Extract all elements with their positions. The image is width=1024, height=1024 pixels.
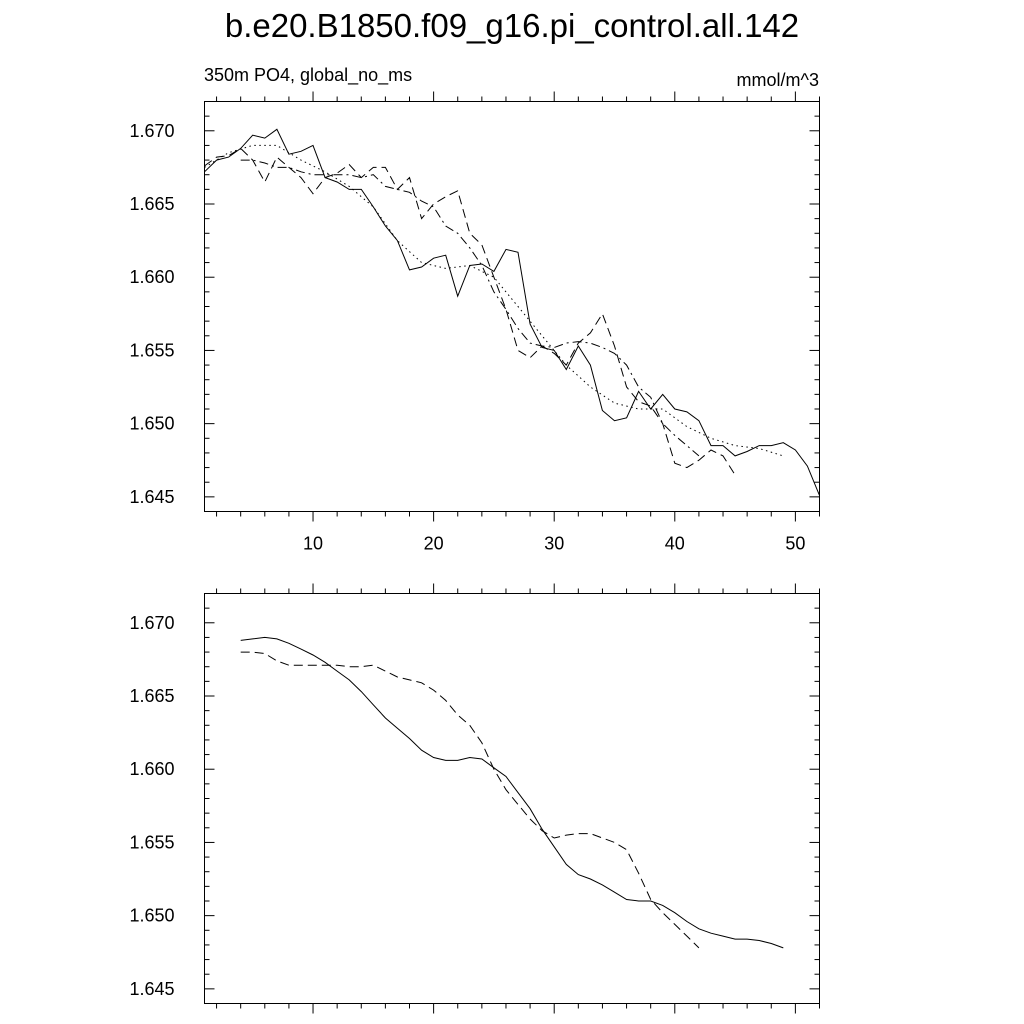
y-tick-label: 1.665 bbox=[129, 194, 174, 214]
x-tick-label: 10 bbox=[303, 534, 323, 554]
top-plot-frame bbox=[204, 101, 820, 512]
y-tick-label: 1.645 bbox=[129, 487, 174, 507]
top-panel: 10 20 30 40 50 1.645 1.650 1.655 1.660 1.665 1.670 bbox=[129, 91, 820, 554]
bottom-series bbox=[240, 636, 784, 949]
bottom-labels: 1.645 1.650 1.655 1.660 1.665 1.670 bbox=[129, 613, 174, 999]
series-line-dash-dot bbox=[240, 159, 700, 457]
series-line-solid bbox=[240, 636, 784, 949]
bottom-plot-frame bbox=[204, 593, 820, 1004]
y-tick-label: 1.645 bbox=[129, 979, 174, 999]
top-labels: 10 20 30 40 50 1.645 1.650 1.655 1.660 1.665 1.670 bbox=[129, 121, 805, 554]
y-tick-label: 1.660 bbox=[129, 759, 174, 779]
x-tick-label: 40 bbox=[665, 534, 685, 554]
series-line-solid bbox=[204, 128, 820, 496]
y-tick-label: 1.650 bbox=[129, 906, 174, 926]
series-line-dashed bbox=[204, 147, 736, 476]
x-tick-label: 30 bbox=[544, 534, 564, 554]
y-tick-label: 1.655 bbox=[129, 340, 174, 360]
right-subtitle: mmol/m^3 bbox=[737, 70, 819, 90]
top-series bbox=[204, 128, 820, 496]
y-tick-label: 1.650 bbox=[129, 414, 174, 434]
y-tick-label: 1.670 bbox=[129, 121, 174, 141]
left-subtitle: 350m PO4, global_no_ms bbox=[204, 65, 412, 86]
bottom-ticks bbox=[204, 583, 820, 1014]
y-tick-label: 1.665 bbox=[129, 686, 174, 706]
x-tick-label: 20 bbox=[424, 534, 444, 554]
top-ticks bbox=[204, 91, 820, 522]
series-line-dotted bbox=[204, 144, 784, 457]
y-tick-label: 1.660 bbox=[129, 267, 174, 287]
x-tick-label: 50 bbox=[785, 534, 805, 554]
y-tick-label: 1.670 bbox=[129, 613, 174, 633]
chart-title: b.e20.B1850.f09_g16.pi_control.all.142 bbox=[225, 7, 799, 44]
series-line-dashed bbox=[240, 651, 700, 949]
bottom-panel: 1.645 1.650 1.655 1.660 1.665 1.670 bbox=[129, 583, 820, 1014]
y-tick-label: 1.655 bbox=[129, 832, 174, 852]
